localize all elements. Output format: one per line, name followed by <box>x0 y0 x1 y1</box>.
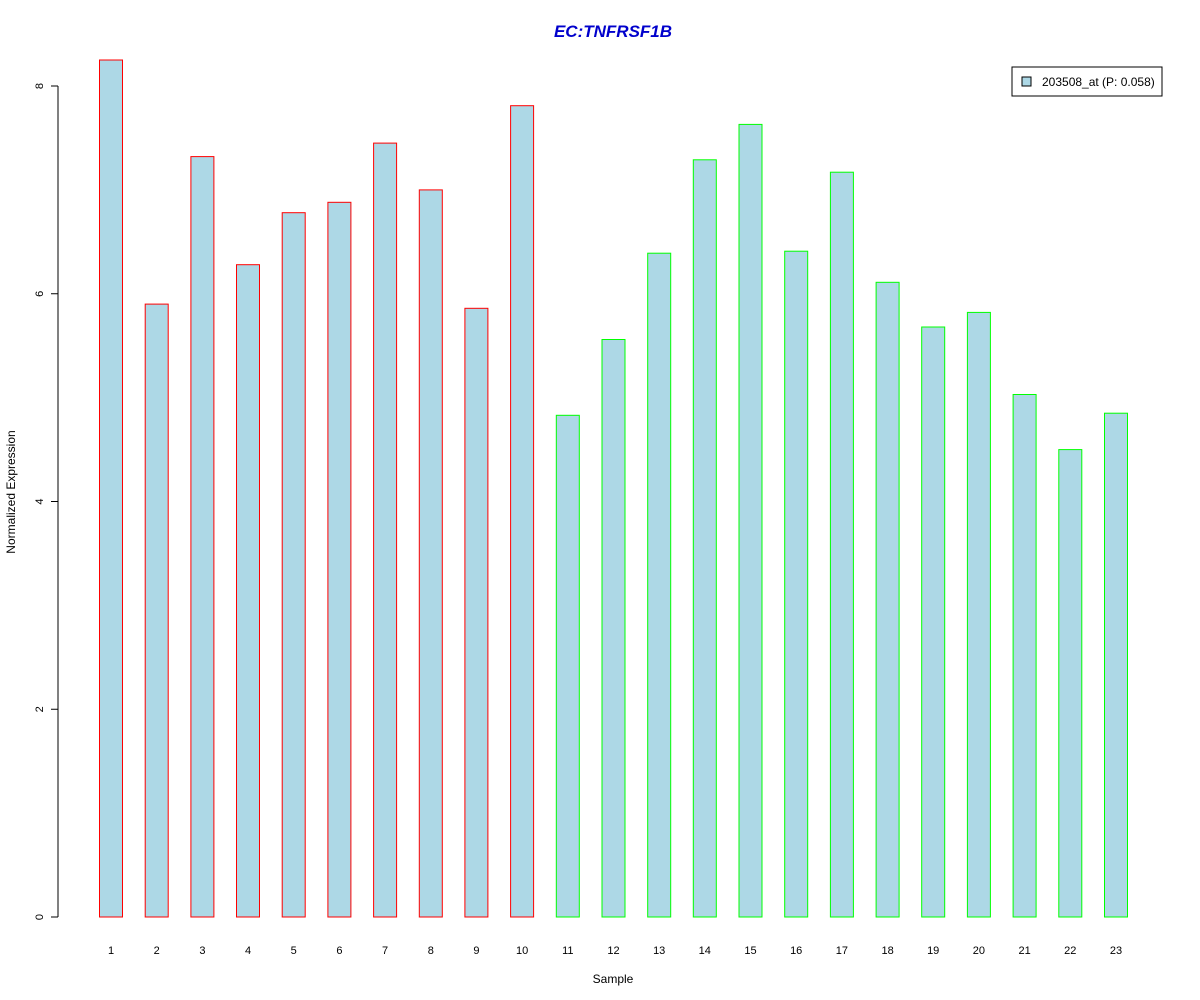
y-tick-label: 6 <box>34 291 46 297</box>
bar-21 <box>1012 394 1037 918</box>
bar-3 <box>190 156 215 918</box>
y-tick-label: 8 <box>34 83 46 89</box>
x-tick-label: 17 <box>836 945 848 957</box>
bar-13 <box>647 252 672 918</box>
x-tick-label: 8 <box>428 945 434 957</box>
bar-7 <box>373 142 398 918</box>
bar-2 <box>144 303 169 918</box>
bar-6 <box>327 201 352 918</box>
x-tick-label: 22 <box>1064 945 1076 957</box>
x-tick-label: 23 <box>1110 945 1122 957</box>
bar-14 <box>692 159 717 918</box>
bar-16 <box>784 250 809 918</box>
bar-20 <box>966 311 991 918</box>
bar-1 <box>99 59 123 918</box>
x-axis-label: Sample <box>593 972 634 986</box>
legend-entry: 203508_at (P: 0.058) <box>1042 75 1155 89</box>
x-tick-label: 6 <box>336 945 342 957</box>
bars <box>99 59 1128 918</box>
x-tick-label: 13 <box>653 945 665 957</box>
x-tick-label: 12 <box>607 945 619 957</box>
x-tick-label: 21 <box>1018 945 1030 957</box>
x-tick-label: 10 <box>516 945 528 957</box>
x-tick-label: 4 <box>245 945 251 957</box>
x-tick-label: 14 <box>699 945 711 957</box>
bar-15 <box>738 123 763 918</box>
bar-8 <box>418 189 443 918</box>
bar-22 <box>1058 449 1083 918</box>
bar-12 <box>601 339 626 918</box>
legend-swatch <box>1021 76 1032 87</box>
bar-4 <box>236 264 260 918</box>
x-tick-label: 5 <box>291 945 297 957</box>
x-tick-label: 3 <box>199 945 205 957</box>
bar-18 <box>875 281 900 918</box>
x-tick-label: 1 <box>108 945 114 957</box>
legend-box <box>1011 66 1163 97</box>
y-tick-label: 0 <box>34 914 46 920</box>
y-tick-label: 4 <box>34 498 46 504</box>
bar-19 <box>921 326 946 918</box>
bar-9 <box>464 307 489 918</box>
y-tick-label: 2 <box>34 706 46 712</box>
x-tick-label: 18 <box>881 945 893 957</box>
y-axis-label: Normalized Expression <box>4 430 18 553</box>
x-tick-label: 2 <box>154 945 160 957</box>
legend: 203508_at (P: 0.058) <box>1011 66 1163 97</box>
x-tick-label: 15 <box>744 945 756 957</box>
x-tick-label: 9 <box>473 945 479 957</box>
y-ticks: 0 2 4 6 8 <box>34 83 58 920</box>
x-tick-labels: 1 2 3 4 5 6 7 8 9 10 11 12 13 14 15 16 17 18 19 20 21 22 23 <box>108 945 1122 957</box>
bar-10 <box>510 105 535 918</box>
bar-17 <box>829 171 854 918</box>
x-tick-label: 7 <box>382 945 388 957</box>
bar-11 <box>555 414 580 918</box>
x-tick-label: 20 <box>973 945 985 957</box>
y-axis: 0 2 4 6 8 <box>34 83 59 920</box>
x-tick-label: 19 <box>927 945 939 957</box>
chart-title: EC:TNFRSF1B <box>554 22 672 41</box>
x-tick-label: 11 <box>562 945 573 957</box>
x-tick-label: 16 <box>790 945 802 957</box>
bar-5 <box>281 212 306 918</box>
bar-23 <box>1104 412 1128 918</box>
